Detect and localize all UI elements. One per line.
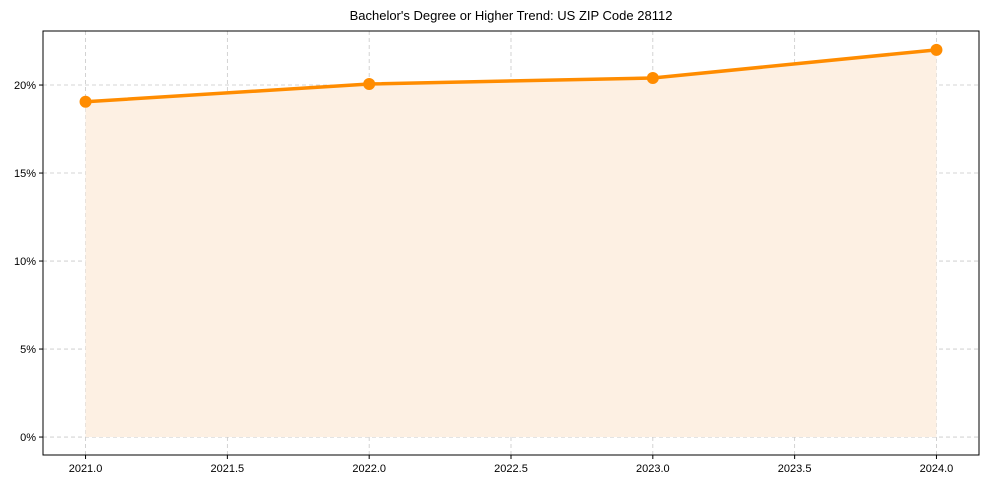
- x-tick-label: 2022.0: [352, 463, 386, 475]
- y-tick-label: 10%: [14, 256, 36, 268]
- x-tick-label: 2021.0: [69, 463, 103, 475]
- x-tick-label: 2023.0: [636, 463, 670, 475]
- series-area-fill: [85, 49, 937, 438]
- x-tick-label: 2023.5: [778, 463, 812, 475]
- data-point: [646, 71, 659, 84]
- x-tick-label: 2022.5: [494, 463, 528, 475]
- data-point: [363, 77, 376, 90]
- y-tick-label: 20%: [14, 80, 36, 92]
- series-line: [85, 48, 937, 104]
- y-tick-label: 0%: [20, 432, 36, 444]
- x-tick-label: 2024.0: [920, 463, 954, 475]
- data-point: [79, 95, 92, 108]
- chart-title: Bachelor's Degree or Higher Trend: US ZI…: [350, 8, 673, 23]
- y-tick-label: 15%: [14, 168, 36, 180]
- data-point: [930, 43, 943, 56]
- x-tick-label: 2021.5: [211, 463, 245, 475]
- y-tick-label: 5%: [20, 344, 36, 356]
